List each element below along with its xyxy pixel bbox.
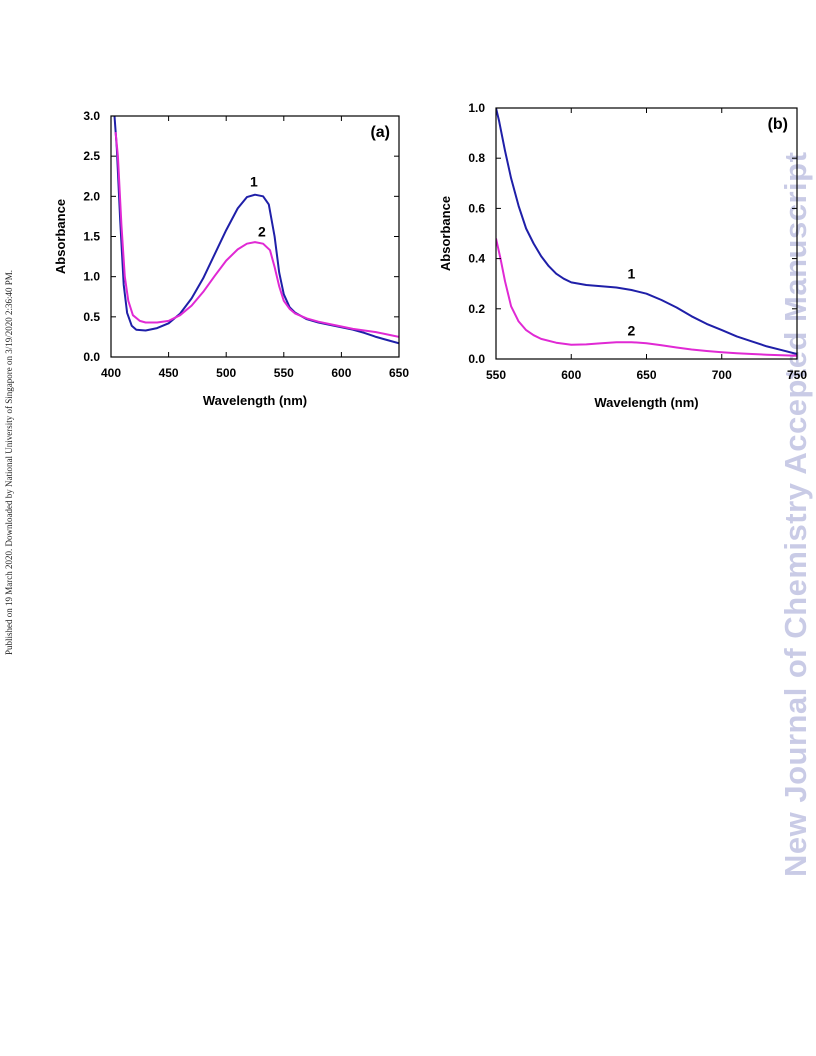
series-line-2: [114, 132, 399, 338]
y-tick-label: 0.2: [468, 302, 485, 316]
x-tick-label: 650: [636, 368, 656, 382]
panel-label: (a): [370, 124, 390, 141]
series-label-2: 2: [258, 224, 266, 240]
x-tick-label: 550: [486, 368, 506, 382]
y-tick-label: 0.0: [83, 350, 100, 364]
x-tick-label: 550: [274, 366, 294, 380]
y-axis-title: Absorbance: [53, 199, 68, 274]
plot-frame: [495, 107, 798, 360]
y-tick-label: 1.0: [468, 101, 485, 115]
series-label-1: 1: [628, 266, 636, 282]
x-tick-label: 650: [389, 366, 409, 380]
y-tick-label: 0.6: [468, 201, 485, 215]
y-axis-title: Absorbance: [438, 196, 453, 271]
y-tick-label: 0.0: [468, 352, 485, 366]
series-label-2: 2: [628, 322, 636, 338]
y-tick-label: 1.5: [83, 230, 100, 244]
chart-panel-0: 1 2 400 450 500 550 600 650 0.0 0.5 1.0 1.5 2.0 2.5 3.…: [53, 109, 409, 408]
y-tick-label: 2.5: [83, 149, 100, 163]
x-tick-label: 600: [561, 368, 581, 382]
x-axis-title: Wavelength (nm): [203, 393, 307, 408]
x-axis-title: Wavelength (nm): [594, 395, 698, 410]
plot-frame: [110, 115, 400, 358]
y-tick-label: 0.4: [468, 252, 485, 266]
series-line-1: [496, 108, 797, 355]
x-tick-label: 750: [787, 368, 807, 382]
x-tick-label: 700: [712, 368, 732, 382]
chart-panel-1: 1 2 550 600 650 700 750 0.0 0.2 0.4 0.6 0.8 1.0 Wavel…: [438, 101, 807, 410]
y-tick-label: 1.0: [83, 270, 100, 284]
series-label-1: 1: [250, 174, 258, 190]
y-tick-label: 3.0: [83, 109, 100, 123]
panel-label: (b): [768, 116, 788, 133]
series-line-1: [113, 116, 399, 345]
x-tick-label: 400: [101, 366, 121, 380]
x-tick-label: 500: [216, 366, 236, 380]
series-line-2: [496, 238, 797, 357]
x-tick-label: 600: [331, 366, 351, 380]
y-tick-label: 0.8: [468, 151, 485, 165]
x-tick-label: 450: [159, 366, 179, 380]
y-tick-label: 2.0: [83, 189, 100, 203]
y-tick-label: 0.5: [83, 310, 100, 324]
